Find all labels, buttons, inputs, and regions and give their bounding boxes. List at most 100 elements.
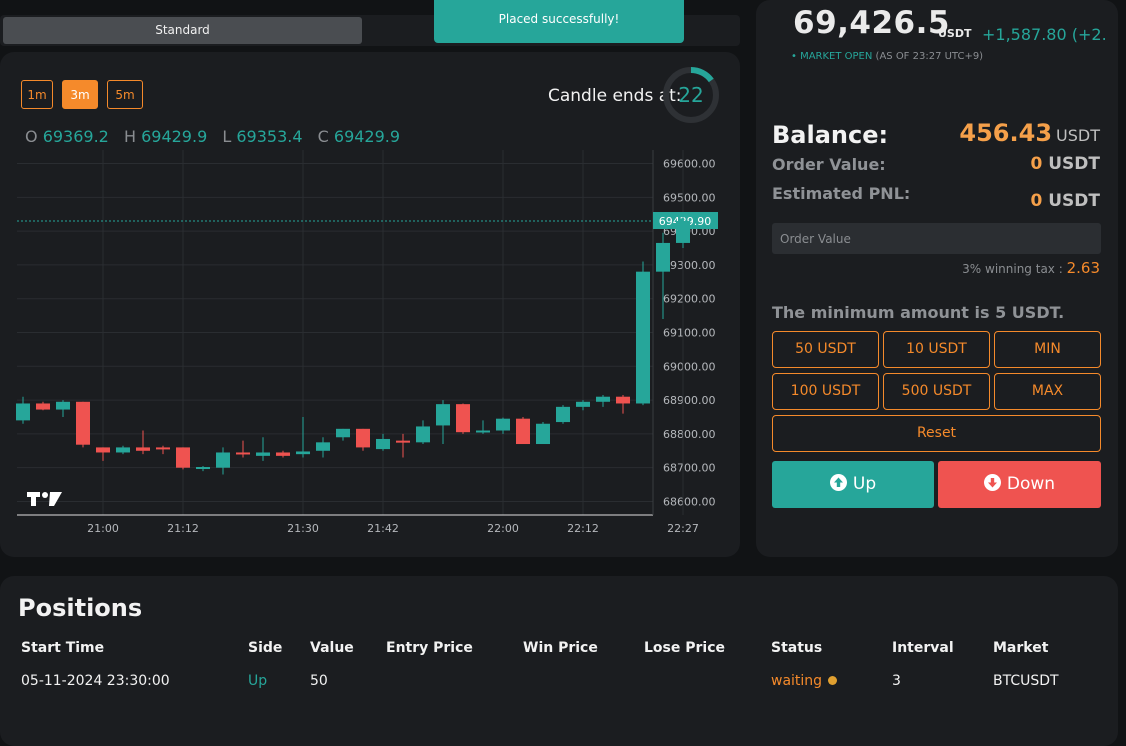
status-text: waiting — [771, 673, 823, 689]
header-status: Status — [771, 640, 823, 656]
candle-body — [596, 396, 610, 402]
candle-body — [356, 428, 370, 448]
candle-body — [76, 401, 90, 445]
last-price-badge — [653, 212, 718, 230]
up-button[interactable]: Up — [772, 461, 934, 508]
ticker-unit: USDT — [938, 27, 972, 40]
status-dot-icon — [828, 676, 838, 685]
amount-500-button[interactable]: 500 USDT — [883, 373, 990, 410]
candle-body — [296, 451, 310, 455]
x-tick-label: 22:12 — [567, 522, 599, 535]
winning-tax: 3% winning tax : 2.63 — [962, 259, 1100, 277]
countdown-ring — [663, 67, 719, 123]
ohlc-open-label: O — [25, 127, 38, 146]
cell-start-time: 05-11-2024 23:30:00 — [21, 673, 170, 689]
candlestick-chart[interactable]: 69600.0069500.0069400.0069300.0069200.00… — [0, 150, 730, 540]
amount-max-button[interactable]: MAX — [994, 373, 1101, 410]
candle-body — [256, 452, 270, 456]
candle-body — [656, 242, 670, 272]
cell-side: Up — [248, 673, 268, 689]
x-tick-label: 21:30 — [287, 522, 319, 535]
candle-ends-label: Candle ends at: — [548, 86, 682, 106]
y-tick-label: 69000.00 — [663, 360, 716, 373]
candle-body — [576, 401, 590, 407]
pnl-value: 0 USDT — [1030, 191, 1100, 211]
down-button[interactable]: Down — [938, 461, 1101, 508]
ticker-change: +1,587.80 (+2. — [982, 25, 1107, 44]
balance-amount: 456.43 — [959, 119, 1053, 147]
tradingview-logo-icon — [27, 492, 62, 506]
amount-50-button[interactable]: 50 USDT — [772, 331, 879, 368]
order-value-input[interactable] — [772, 223, 1101, 254]
candle-body — [376, 438, 390, 450]
cell-status: waiting — [771, 673, 838, 689]
candle-body — [36, 403, 50, 410]
header-market: Market — [993, 640, 1049, 656]
interval-5m-button[interactable]: 5m — [107, 80, 143, 109]
ohlc-readout: O 69369.2 H 69429.9 L 69353.4 C 69429.9 — [25, 127, 400, 146]
header-start-time: Start Time — [21, 640, 105, 656]
cell-value: 50 — [310, 673, 328, 689]
ticker-price: 69,426.5 — [793, 5, 950, 41]
y-tick-label: 69200.00 — [663, 293, 716, 306]
candle-body — [476, 430, 490, 433]
candle-body — [96, 447, 110, 453]
header-side: Side — [248, 640, 283, 656]
balance-value: 456.43 USDT — [959, 119, 1100, 147]
candle-body — [616, 396, 630, 404]
countdown-value: 22 — [678, 83, 704, 107]
candle-body — [496, 418, 510, 431]
down-label: Down — [1006, 474, 1056, 494]
reset-button[interactable]: Reset — [772, 415, 1101, 452]
candle-body — [16, 403, 30, 421]
candle-body — [416, 426, 430, 443]
x-tick-label: 22:27 — [667, 522, 699, 535]
header-value: Value — [310, 640, 354, 656]
order-value-label: Order Value: — [772, 155, 886, 174]
candle-body — [636, 271, 650, 404]
up-label: Up — [852, 474, 877, 494]
y-tick-label: 68900.00 — [663, 394, 716, 407]
x-tick-label: 22:00 — [487, 522, 519, 535]
y-tick-label: 68800.00 — [663, 428, 716, 441]
y-tick-label: 68700.00 — [663, 462, 716, 475]
market-status: • MARKET OPEN (AS OF 23:27 UTC+9) — [791, 51, 983, 62]
tab-standard[interactable]: Standard — [3, 17, 362, 44]
candle-body — [516, 418, 530, 445]
candle-body — [456, 404, 470, 433]
order-value-unit: USDT — [1048, 154, 1100, 174]
y-tick-label: 69100.00 — [663, 327, 716, 340]
interval-3m-button[interactable]: 3m — [62, 80, 98, 109]
y-tick-label: 69600.00 — [663, 158, 716, 171]
ohlc-low-label: L — [222, 127, 232, 146]
candle-body — [236, 452, 250, 455]
candle-body — [316, 442, 330, 451]
market-as-of: (AS OF 23:27 UTC+9) — [875, 51, 984, 62]
candle-body — [56, 401, 70, 410]
arrow-down-circle-icon — [983, 474, 1001, 491]
interval-1m-button[interactable]: 1m — [21, 80, 53, 109]
candle-body — [676, 220, 690, 243]
header-interval: Interval — [892, 640, 954, 656]
candle-body — [556, 406, 570, 423]
ohlc-low: 69353.4 — [236, 127, 303, 146]
candle-body — [536, 423, 550, 445]
ohlc-high-label: H — [123, 127, 136, 146]
balance-unit: USDT — [1056, 126, 1100, 145]
arrow-up-circle-icon — [829, 474, 847, 491]
chart-panel — [0, 52, 740, 557]
cell-interval: 3 — [892, 673, 901, 689]
header-win-price: Win Price — [523, 640, 598, 656]
x-tick-label: 21:00 — [87, 522, 119, 535]
order-value-amount: 0 — [1030, 154, 1043, 174]
header-lose-price: Lose Price — [644, 640, 725, 656]
minimum-amount-note: The minimum amount is 5 USDT. — [772, 303, 1065, 322]
pnl-label: Estimated PNL: — [772, 184, 911, 203]
amount-10-button[interactable]: 10 USDT — [883, 331, 990, 368]
amount-min-button[interactable]: MIN — [994, 331, 1101, 368]
market-open-label: • MARKET OPEN — [791, 51, 873, 62]
candle-body — [156, 447, 170, 450]
candle-body — [136, 447, 150, 451]
ohlc-close-label: C — [317, 127, 329, 146]
amount-100-button[interactable]: 100 USDT — [772, 373, 879, 410]
